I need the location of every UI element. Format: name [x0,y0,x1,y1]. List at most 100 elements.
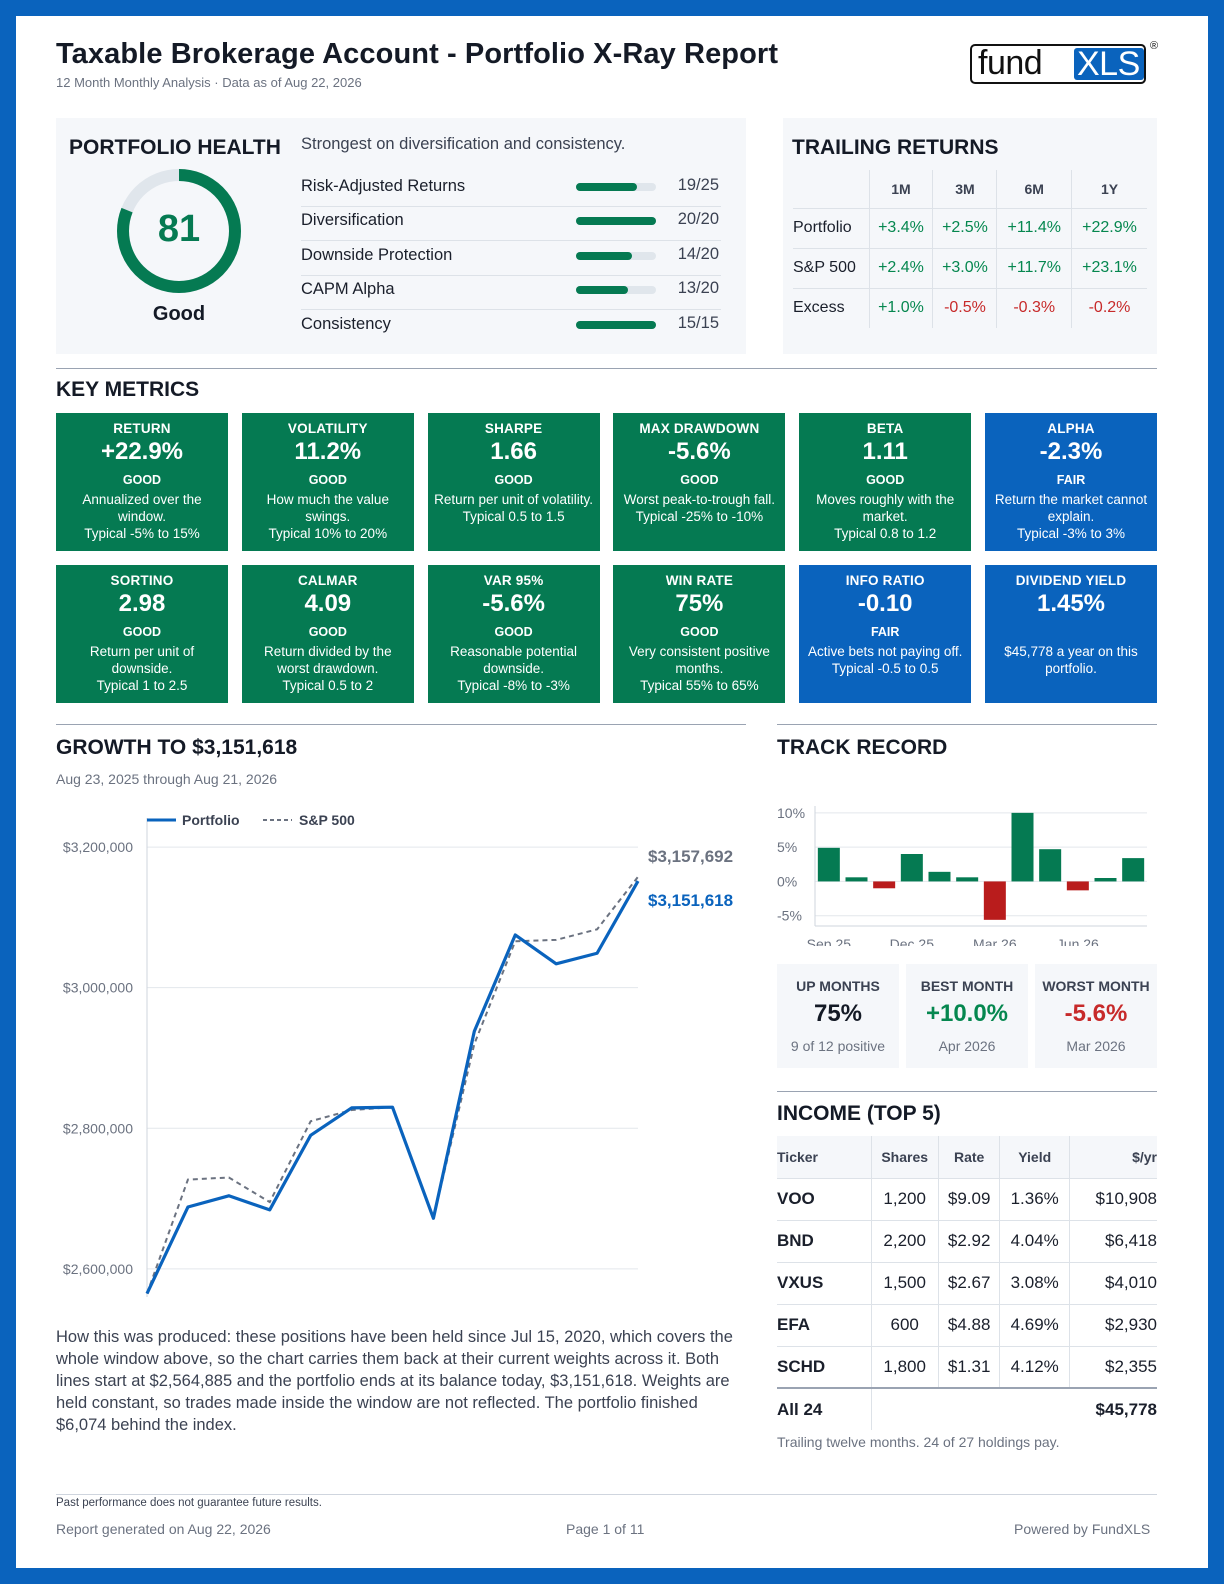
health-item-score: 19/25 [677,176,719,194]
health-item-label: Risk-Adjusted Returns [301,177,466,195]
table-row: S&P 500 +2.4% +3.0% +11.7% +23.1% [793,248,1147,289]
divider [777,1091,1157,1092]
income-cell: $2,355 [1069,1346,1157,1389]
metric-description-block: $45,778 a year on this portfolio. [991,643,1151,677]
metric-value: 2.98 [118,590,166,617]
health-item-bar-fill [576,320,656,329]
stat-value: -5.6% [1064,1000,1128,1027]
return-cell: -0.5% [932,288,998,328]
return-cell: -0.3% [996,288,1072,328]
table-header-row: Ticker Shares Rate Yield $/yr [777,1136,1157,1179]
income-cell: 4.04% [999,1220,1070,1263]
logo-text-fund: fund [978,44,1043,82]
metric-description-block: Return per unit of volatility. Typical 0.… [434,491,594,525]
monthly-return-bar [873,881,896,889]
monthly-return-bar [956,877,979,882]
metric-label: VAR 95% [483,573,544,588]
income-cell: $6,418 [1069,1220,1157,1263]
metric-label: ALPHA [1047,421,1095,436]
fundxls-logo: fund XLS ® [970,40,1158,84]
income-cell: 4.12% [999,1346,1070,1389]
table-header-cell: 1Y [1071,170,1147,209]
metric-card: RETURN +22.9% GOOD Annualized over the wind… [56,413,228,551]
metric-label: RETURN [113,421,171,436]
track-stat-card: WORST MONTH -5.6% Mar 2026 [1035,964,1157,1068]
health-item-score: 20/20 [677,210,719,229]
metric-description: Annualized over the window. [82,492,202,524]
monthly-return-bar [928,871,951,882]
metric-typical-range: Typical 1 to 2.5 [96,678,188,693]
table-header-cell: 1M [869,170,934,209]
stat-value: 75% [813,1000,863,1027]
logo-frame [970,44,1146,84]
table-header-row: 1M 3M 6M 1Y [793,170,1147,209]
income-cell: VOO [777,1178,872,1221]
legend-label-portfolio: Portfolio [182,812,240,828]
metric-card: CALMAR 4.09 GOOD Return divided by the wors… [241,565,414,703]
income-cell: 1,500 [871,1262,939,1305]
metric-typical-range: Typical -3% to 3% [1016,526,1126,541]
logo-xls-block: XLS [1074,45,1144,83]
series-line-sp500 [146,876,639,1294]
report-subtitle: 12 Month Monthly Analysis · Data as of A… [56,75,362,90]
table-row: VXUS 1,500 $2.67 3.08% $4,010 [777,1262,1157,1305]
metric-typical-range: Typical -0.5 to 0.5 [831,661,939,676]
income-body: VOO 1,200 $9.09 1.36% $10,908 BND 2,200 $2.92 4.… [777,1178,1157,1430]
stat-label: UP MONTHS [796,978,880,994]
return-cell: +22.9% [1071,208,1147,249]
y-tick-label: 10% [777,805,805,821]
portfolio-health-heading: PORTFOLIO HEALTH [69,136,281,159]
report-page: Taxable Brokerage Account - Portfolio X-… [16,16,1208,1568]
income-cell: 4.69% [999,1304,1070,1347]
metric-label: SORTINO [110,573,174,588]
y-tick-label: $2,600,000 [63,1261,133,1277]
metric-description: Return divided by the worst drawdown. [264,644,392,676]
metric-card: DIVIDEND YIELD 1.45% $45,778 a year on thi… [985,565,1157,703]
income-cell: $2.92 [938,1220,1001,1263]
income-heading: INCOME (TOP 5) [777,1102,941,1125]
metric-rating: GOOD [680,473,719,487]
income-cell: 2,200 [871,1220,939,1263]
return-cell: +23.1% [1071,248,1147,289]
health-rating: Good [152,303,206,325]
metric-card: BETA 1.11 GOOD Moves roughly with the marke… [799,413,972,551]
return-cell: +11.4% [996,208,1072,249]
metric-typical-range: $45,778 a year on this portfolio. [1004,644,1138,676]
return-cell: +2.4% [869,248,934,289]
series-line-portfolio [145,880,640,1295]
metric-value: 11.2% [294,438,362,465]
metric-description: Worst peak-to-trough fall. [623,492,776,507]
metric-rating: FAIR [870,625,900,639]
metric-card: WIN RATE 75% GOOD Very consistent positive … [613,565,786,703]
monthly-return-bar [900,854,923,882]
metric-description: Moves roughly with the market. [816,492,955,524]
table-row: Portfolio +3.4% +2.5% +11.4% +22.9% [793,208,1147,249]
monthly-return-bar [1011,812,1034,882]
metric-value: -5.6% [668,438,731,465]
health-item-bar [576,183,656,191]
table-row: SCHD 1,800 $1.31 4.12% $2,355 [777,1346,1157,1389]
stat-sub: Mar 2026 [1066,1038,1126,1054]
health-item-bar-fill [576,251,632,260]
income-cell: 1,800 [871,1346,939,1389]
divider [777,724,1157,725]
income-cell: EFA [777,1304,872,1347]
monthly-return-bar [845,877,868,882]
trailing-returns-body: Portfolio +3.4% +2.5% +11.4% +22.9% S&P 500 +2… [793,208,1147,328]
income-cell: $4,010 [1069,1262,1157,1305]
return-cell: +3.0% [932,248,998,289]
table-header-cell [793,170,870,209]
row-label: Portfolio [793,208,870,249]
metric-typical-range: Typical -25% to -10% [635,509,764,524]
track-stat-card: UP MONTHS 75% 9 of 12 positive [777,964,899,1068]
health-item-bar-fill [576,286,628,295]
metric-card: SORTINO 2.98 GOOD Return per unit of downsi… [56,565,228,703]
metric-value: 1.11 [862,438,908,465]
health-item: Consistency 15/15 [301,311,721,345]
table-header-cell: 6M [996,170,1072,209]
track-record-heading: TRACK RECORD [777,736,948,759]
income-cell: VXUS [777,1262,872,1305]
footer-divider [56,1494,1157,1495]
health-item-label: CAPM Alpha [301,280,395,299]
monthly-returns-chart: 10% 5% 0% -5% Sep 25 Dec 25 Mar 26 Jun 26 [777,805,1147,946]
